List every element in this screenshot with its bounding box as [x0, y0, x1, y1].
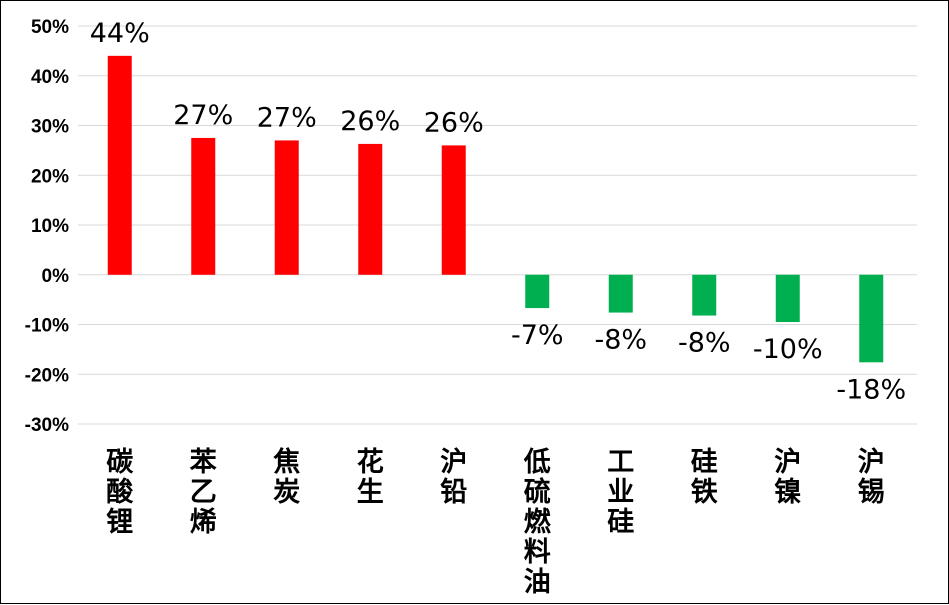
bar-0	[107, 55, 132, 275]
category-label-3: 花生	[357, 447, 384, 508]
bars	[107, 55, 884, 363]
y-tick-label: 0%	[42, 266, 70, 287]
y-tick-label: 10%	[31, 216, 69, 237]
data-label-4: 26%	[424, 107, 484, 138]
y-tick-label: -30%	[25, 415, 69, 436]
category-label-2: 焦炭	[273, 446, 300, 508]
data-label-1: 27%	[173, 100, 233, 131]
y-tick-label: -10%	[25, 316, 69, 337]
bar-4	[441, 145, 466, 275]
gridlines	[78, 25, 917, 425]
category-label-7: 硅铁	[691, 447, 718, 508]
data-label-5: -7%	[511, 320, 564, 351]
bar-8	[775, 274, 800, 323]
bar-7	[692, 274, 717, 316]
data-label-8: -10%	[753, 334, 823, 365]
data-label-3: 26%	[340, 106, 400, 137]
y-tick-label: 30%	[31, 117, 69, 138]
category-label-9: 沪锡	[858, 447, 885, 508]
category-label-8: 沪镍	[774, 447, 801, 508]
data-label-7: -8%	[678, 328, 731, 359]
data-label-9: -18%	[836, 374, 906, 405]
y-tick-label: 20%	[31, 166, 69, 187]
bar-1	[191, 137, 216, 275]
y-tick-label: 40%	[31, 67, 69, 88]
category-label-4: 沪铅	[440, 447, 467, 508]
y-tick-label: 50%	[31, 17, 69, 38]
bar-6	[608, 274, 633, 313]
category-label-1: 苯乙烯	[189, 447, 217, 538]
y-axis-tick-labels: 50% 40% 30% 20% 10% 0% -10% -20% -30%	[25, 17, 69, 436]
category-label-6: 工业硅	[607, 447, 634, 538]
bar-9	[859, 274, 884, 363]
category-label-0: 碳酸锂	[106, 447, 134, 538]
data-label-0: 44%	[90, 18, 150, 49]
data-label-6: -8%	[594, 325, 647, 356]
bar-2	[274, 140, 299, 275]
y-tick-label: -20%	[25, 365, 69, 386]
data-label-2: 27%	[257, 102, 317, 133]
bar-3	[358, 143, 383, 275]
category-label-5: 低硫燃料油	[523, 447, 552, 598]
bar-5	[525, 274, 550, 309]
data-labels: 44% 27% 27% 26% 26% -7% -8% -8% -10% -18%	[90, 18, 906, 405]
